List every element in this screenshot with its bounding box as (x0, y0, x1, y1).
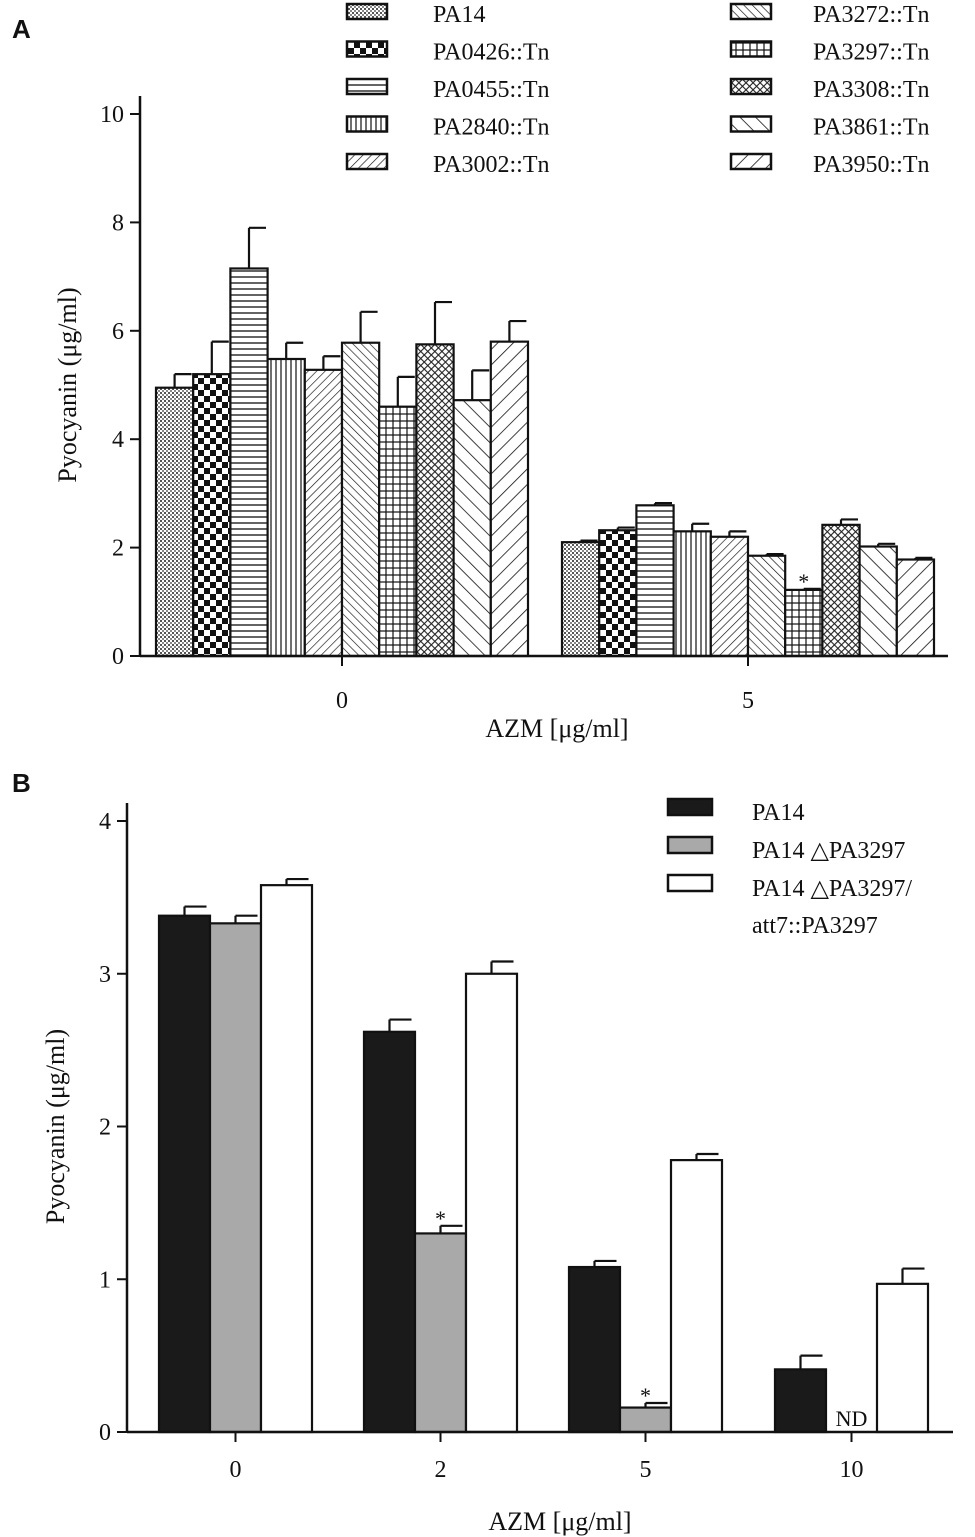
bar-pa14-0 (157, 914, 212, 1434)
legend-swatch-b-2 (666, 873, 714, 893)
annotation-0: * (435, 1206, 446, 1231)
bar-pa14-pa3297-5 (618, 1406, 673, 1434)
bar-pa14-2 (362, 1030, 417, 1434)
x-tick-label-0: 0 (336, 688, 348, 714)
legend-swatch-b-0 (666, 797, 714, 817)
legend-label-7: PA3308::Tn (813, 77, 929, 103)
bar-pa14-pa3297-2 (413, 1232, 468, 1434)
legend-label-6: PA3297::Tn (813, 40, 929, 66)
bar-pa14-pa3297-0 (208, 922, 263, 1434)
bar-pa0455-tn-0 (229, 267, 269, 658)
panel-a-chart: A * 0 2 4 6 8 10 0 5 AZM [μg/ml] Pyocyanin (μg/ml)… (12, 2, 948, 743)
bar-pa14-10 (773, 1368, 828, 1434)
legend-label-9: PA3950::Tn (813, 152, 929, 178)
x-axis-title: AZM [μg/ml] (485, 714, 628, 743)
bar-pa14-pa3297-att7-pa3297-0 (259, 884, 314, 1434)
y-tick-label-2: 2 (112, 536, 124, 562)
legend-swatch-5 (729, 2, 773, 21)
annotation-2: ND (836, 1406, 868, 1431)
x-tick-label-0: 0 (230, 1457, 242, 1483)
x-axis-title: AZM [μg/ml] (488, 1507, 631, 1536)
bar-pa3297-tn-5 (784, 588, 824, 658)
legend-swatch-1 (345, 40, 389, 58)
legend-swatch-9 (729, 152, 773, 171)
legend-label-1: PA0426::Tn (433, 40, 549, 66)
bar-pa14-5 (567, 1265, 622, 1434)
panel-b-chart: B * * ND 0 1 2 3 4 0 2 5 10 AZM [μg/ml] Pyocyanin (μg… (12, 768, 953, 1536)
bar-pa2840-tn-5 (672, 530, 712, 658)
bar-pa3861-tn-5 (858, 545, 898, 658)
y-tick-label-6: 6 (112, 319, 124, 345)
panel-b-letter: B (12, 768, 31, 798)
bar-pa3272-tn-5 (746, 554, 787, 658)
legend-label-b-1-0: PA14 △PA3297 (752, 838, 905, 864)
bar-pa3950-tn-0 (489, 340, 530, 658)
y-tick-label-10: 10 (100, 102, 124, 128)
x-tick-label-10: 10 (840, 1457, 864, 1483)
bar-pa3002-tn-5 (709, 535, 750, 658)
legend-swatch-3 (345, 115, 389, 133)
legend-swatch-8 (729, 115, 773, 133)
y-tick-label-4: 4 (99, 809, 111, 835)
panel-a-letter: A (12, 14, 31, 44)
legend-swatch-6 (729, 40, 773, 58)
legend-swatch-2 (345, 77, 389, 96)
bar-pa14-pa3297-att7-pa3297-10 (875, 1282, 930, 1434)
legend-swatch-b-1 (666, 835, 714, 855)
y-tick-label-4: 4 (112, 427, 124, 453)
y-tick-label-0: 0 (99, 1420, 111, 1446)
legend-swatch-7 (729, 77, 773, 96)
bar-pa0426-tn-0 (192, 373, 232, 658)
y-tick-label-0: 0 (112, 644, 124, 670)
bar-pa3308-tn-0 (415, 343, 455, 658)
x-tick-label-5: 5 (640, 1457, 652, 1483)
legend-label-5: PA3272::Tn (813, 2, 929, 28)
x-tick-label-5: 5 (742, 688, 754, 714)
y-tick-label-3: 3 (99, 962, 111, 988)
y-axis-title: Pyocyanin (μg/ml) (41, 1029, 70, 1224)
bar-pa14-5 (560, 541, 601, 658)
bar-pa14-pa3297-att7-pa3297-2 (464, 972, 519, 1434)
legend-label-b-2-0: PA14 △PA3297/ (752, 876, 912, 902)
legend-label-b-2-1: att7::PA3297 (752, 913, 878, 939)
legend-label-b-0-0: PA14 (752, 800, 804, 826)
y-tick-label-2: 2 (99, 1115, 111, 1141)
y-axis-title: Pyocyanin (μg/ml) (53, 287, 82, 482)
legend-label-0: PA14 (433, 2, 485, 28)
bar-pa3002-tn-0 (303, 368, 344, 658)
y-tick-label-1: 1 (99, 1267, 111, 1293)
bar-pa3308-tn-5 (821, 523, 861, 658)
bar-pa3297-tn-0 (378, 405, 418, 658)
legend-swatch-0 (345, 2, 389, 21)
bar-pa3950-tn-5 (895, 558, 936, 658)
y-tick-label-8: 8 (112, 210, 124, 236)
annotation-0: * (798, 569, 809, 594)
bar-pa3272-tn-0 (340, 341, 381, 658)
bar-pa14-pa3297-att7-pa3297-5 (669, 1159, 724, 1434)
x-tick-label-2: 2 (435, 1457, 447, 1483)
bar-pa0455-tn-5 (635, 504, 675, 658)
bar-pa2840-tn-0 (266, 357, 306, 658)
bar-pa14-0 (154, 386, 195, 658)
legend-label-8: PA3861::Tn (813, 115, 929, 141)
legend-swatch-4 (345, 152, 389, 171)
legend-label-3: PA2840::Tn (433, 115, 549, 141)
legend-label-2: PA0455::Tn (433, 77, 549, 103)
bar-pa0426-tn-5 (598, 529, 638, 658)
annotation-1: * (640, 1383, 651, 1408)
bar-pa3861-tn-0 (452, 399, 492, 658)
legend-label-4: PA3002::Tn (433, 152, 549, 178)
